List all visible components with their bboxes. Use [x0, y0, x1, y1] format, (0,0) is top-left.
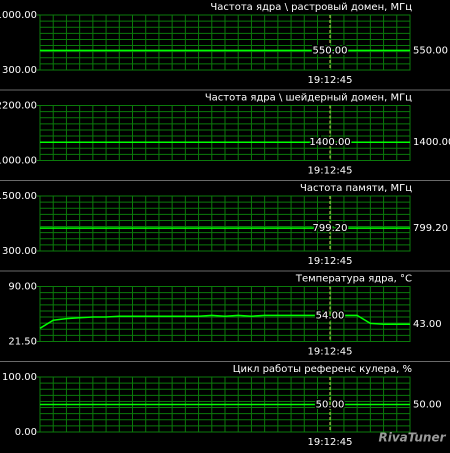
- cursor-time: 19:12:45: [308, 75, 353, 86]
- cursor-value: 50.00: [316, 400, 345, 411]
- cursor-time: 19:12:45: [308, 256, 353, 267]
- cursor-value: 799.20: [313, 223, 348, 234]
- current-value: 799.20: [413, 223, 448, 234]
- cursor-value: 1400.00: [309, 137, 350, 148]
- watermark: RivaTuner: [378, 431, 446, 445]
- y-tick-label: 1000.00: [0, 156, 37, 167]
- cursor-value: 550.00: [313, 45, 348, 56]
- current-value: 43.00: [413, 319, 442, 330]
- data-line: [39, 314, 410, 329]
- cursor-value: 54.00: [316, 310, 345, 321]
- y-tick-label: 300.00: [2, 65, 37, 76]
- current-value: 550.00: [413, 45, 448, 56]
- y-tick-label: 1500.00: [0, 191, 37, 202]
- plot-frame: [39, 286, 411, 342]
- cursor-time: 19:12:45: [308, 166, 353, 177]
- y-tick-label: 21.50: [8, 337, 37, 348]
- plot-frame: [39, 195, 411, 252]
- y-tick-label: 90.00: [8, 282, 37, 293]
- chart-title: Частота памяти, МГц: [300, 183, 412, 194]
- chart-title: Цикл работы референс кулера, %: [233, 364, 412, 375]
- chart-title: Температура ядра, °C: [295, 274, 412, 285]
- chart-title: Частота ядра \ растровый домен, МГц: [210, 2, 412, 13]
- chart-title: Частота ядра \ шейдерный домен, МГц: [205, 93, 412, 104]
- cursor-time: 19:12:45: [308, 437, 353, 448]
- current-value: 1400.00: [413, 137, 450, 148]
- y-tick-label: 100.00: [2, 372, 37, 383]
- y-tick-label: 0.00: [15, 427, 37, 438]
- y-tick-label: 2200.00: [0, 101, 37, 112]
- plot-frame: [39, 105, 411, 161]
- y-tick-label: 300.00: [2, 246, 37, 257]
- y-tick-label: 1000.00: [0, 10, 37, 21]
- plot-frame: [39, 14, 411, 71]
- cursor-time: 19:12:45: [308, 347, 353, 358]
- current-value: 50.00: [413, 400, 442, 411]
